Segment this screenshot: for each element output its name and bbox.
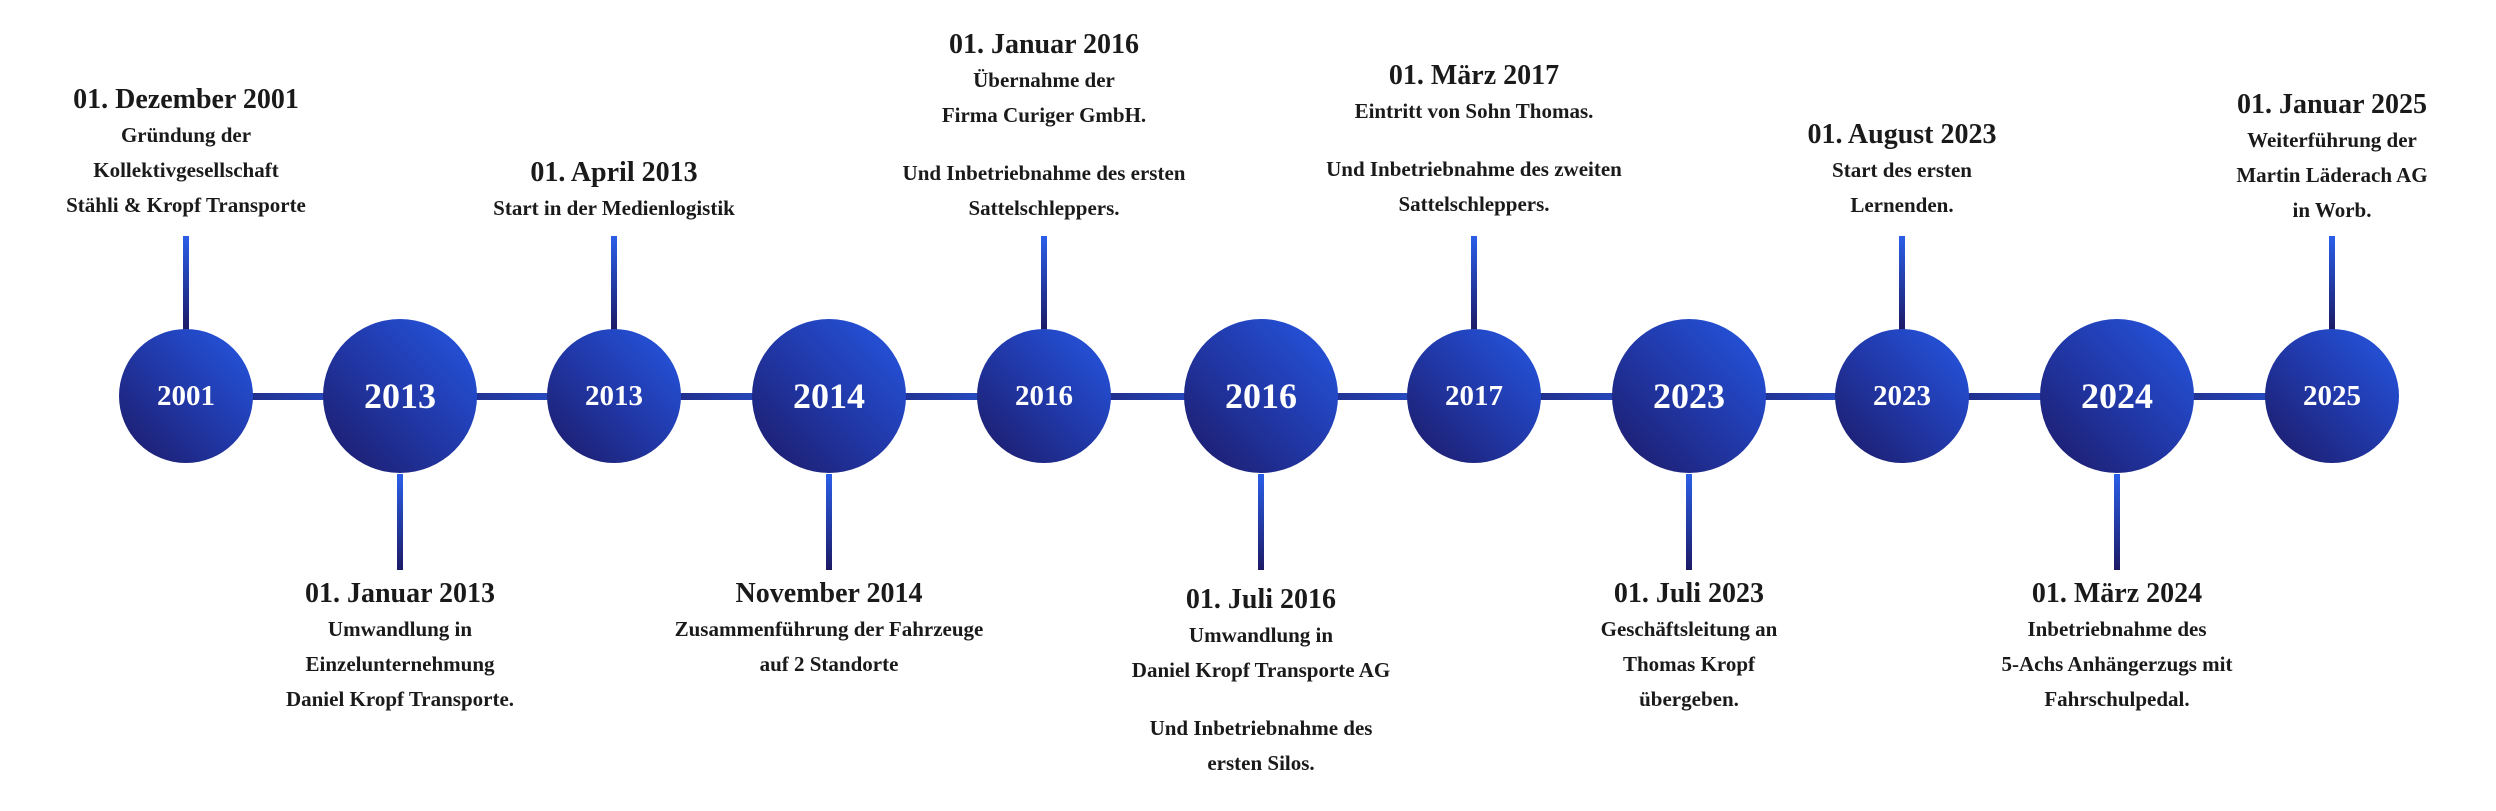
year-circle: 2023 — [1612, 319, 1766, 473]
year-circle: 2001 — [119, 329, 253, 463]
event-description: 01. Dezember 2001 Gründung der Kollektivge… — [0, 82, 396, 223]
event-date: 01. August 2023 — [1807, 119, 1997, 150]
year-circle: 2013 — [323, 319, 477, 473]
year-circle: 2024 — [2040, 319, 2194, 473]
timeline-stem — [611, 236, 617, 330]
event-description: 01. Juli 2016 Umwandlung in Daniel Kropf T… — [1051, 582, 1471, 781]
event-date: 01. März 2024 — [2031, 578, 2203, 609]
event-date: November 2014 — [735, 578, 923, 609]
event-date: 01. Juli 2016 — [1185, 584, 1337, 615]
event-text-line: Thomas Kropf — [1622, 652, 1756, 676]
timeline-stem — [1258, 474, 1264, 570]
paragraph-gap — [1051, 688, 1471, 711]
event-text-line: Inbetriebnahme des — [2027, 617, 2207, 641]
event-text-line: Firma Curiger GmbH. — [941, 103, 1147, 127]
event-text-line: Stähli & Kropf Transporte — [66, 193, 306, 217]
event-date: 01. Juli 2023 — [1613, 578, 1765, 609]
event-text-line: 5-Achs Anhängerzugs mit — [2001, 652, 2233, 676]
event-description: 01. April 2013 Start in der Medienlogisti… — [404, 155, 824, 226]
event-text-line: Martin Läderach AG — [2236, 163, 2428, 187]
event-text-line: Lernenden. — [1850, 193, 1954, 217]
event-text-line: Fahrschulpedal. — [2044, 687, 2190, 711]
event-text-line: Übernahme der — [973, 68, 1115, 92]
event-text-line: übergeben. — [1639, 687, 1739, 711]
event-description: 01. März 2017 Eintritt von Sohn Thomas. Un… — [1264, 58, 1684, 222]
timeline-connector — [1902, 393, 2117, 400]
event-description: 01. März 2024 Inbetriebnahme des 5-Achs An… — [1907, 576, 2327, 717]
timeline-stem — [1686, 474, 1692, 570]
event-text-line: Geschäftsleitung an — [1600, 617, 1778, 641]
year-circle: 2017 — [1407, 329, 1541, 463]
event-description: 01. August 2023 Start des ersten Lernenden… — [1692, 117, 2112, 223]
event-date: 01. Januar 2013 — [304, 578, 496, 609]
event-text-line: Weiterführung der — [2247, 128, 2417, 152]
year-circle: 2013 — [547, 329, 681, 463]
timeline-stem — [1041, 236, 1047, 330]
event-text-line: Kollektivgesellschaft — [93, 158, 279, 182]
timeline-connector — [400, 393, 614, 400]
timeline-connector — [1261, 393, 1474, 400]
event-text-line: ersten Silos. — [1207, 751, 1315, 775]
timeline-connector — [614, 393, 829, 400]
timeline-connector — [1044, 393, 1261, 400]
timeline-stem — [397, 474, 403, 570]
timeline-stem — [2114, 474, 2120, 570]
paragraph-gap — [1264, 129, 1684, 152]
event-text-line: Eintritt von Sohn Thomas. — [1354, 99, 1594, 123]
timeline-connector — [829, 393, 1044, 400]
timeline-stem — [1471, 236, 1477, 330]
event-text-line: Einzelunternehmung — [305, 652, 495, 676]
event-text-line: in Worb. — [2292, 198, 2372, 222]
event-date: 01. Januar 2025 — [2236, 89, 2428, 120]
year-circle: 2016 — [1184, 319, 1338, 473]
event-date: 01. Dezember 2001 — [73, 84, 299, 115]
event-text-line: Und Inbetriebnahme des — [1149, 716, 1373, 740]
timeline-stem — [183, 236, 189, 330]
event-text-line: Daniel Kropf Transporte AG — [1131, 658, 1391, 682]
event-description: 01. Juli 2023 Geschäftsleitung an Thomas K… — [1479, 576, 1899, 717]
event-text-line: Gründung der — [120, 123, 252, 147]
event-text-line: Start des ersten — [1832, 158, 1972, 182]
event-text-line: Und Inbetriebnahme des zweiten — [1326, 157, 1622, 181]
event-text-line: Daniel Kropf Transporte. — [285, 687, 515, 711]
year-circle: 2014 — [752, 319, 906, 473]
event-description: 01. Januar 2025 Weiterführung der Martin L… — [2122, 87, 2496, 228]
event-description: 01. Januar 2013 Umwandlung in Einzeluntern… — [190, 576, 610, 717]
timeline-connector — [2117, 393, 2332, 400]
timeline-stem — [826, 474, 832, 570]
timeline-stem — [2329, 236, 2335, 330]
event-text-line: auf 2 Standorte — [759, 652, 899, 676]
event-description: November 2014 Zusammenführung der Fahrzeu… — [619, 576, 1039, 682]
year-circle: 2023 — [1835, 329, 1969, 463]
event-date: 01. März 2017 — [1388, 60, 1560, 91]
event-text-line: Und Inbetriebnahme des ersten — [902, 161, 1186, 185]
timeline-connector — [1689, 393, 1902, 400]
timeline-stem — [1899, 236, 1905, 330]
year-circle: 2016 — [977, 329, 1111, 463]
timeline-connector — [186, 393, 400, 400]
paragraph-gap — [834, 133, 1254, 156]
year-circle: 2025 — [2265, 329, 2399, 463]
event-text-line: Sattelschleppers. — [1398, 192, 1550, 216]
timeline-connector — [1474, 393, 1689, 400]
event-text-line: Sattelschleppers. — [968, 196, 1120, 220]
event-text-line: Start in der Medienlogistik — [493, 196, 735, 220]
event-text-line: Umwandlung in — [1188, 623, 1334, 647]
event-description: 01. Januar 2016 Übernahme der Firma Curige… — [834, 27, 1254, 226]
event-date: 01. Januar 2016 — [948, 29, 1140, 60]
event-date: 01. April 2013 — [530, 157, 698, 188]
event-text-line: Zusammenführung der Fahrzeuge — [674, 617, 984, 641]
event-text-line: Umwandlung in — [327, 617, 473, 641]
